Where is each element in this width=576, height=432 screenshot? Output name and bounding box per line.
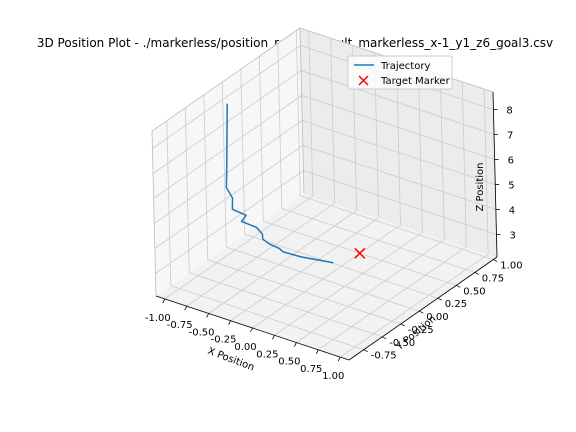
- x-grid-line: [164, 30, 314, 300]
- y-axis-line: [348, 256, 498, 361]
- pane-edge: [299, 27, 305, 194]
- x-grid-line: [318, 81, 467, 351]
- z-tick-label: 8: [506, 106, 512, 117]
- y-tick: [400, 323, 405, 327]
- y-tick: [493, 259, 498, 262]
- pane-edge: [151, 130, 157, 297]
- z-axis-line: [492, 91, 498, 258]
- y-tick: [474, 272, 479, 275]
- x-grid-line: [252, 59, 401, 329]
- x-tick: [315, 349, 319, 354]
- legend: Trajectory Target Marker: [347, 55, 453, 90]
- x-tick-label: -0.75: [167, 320, 193, 331]
- y-grid-line: [240, 69, 438, 299]
- y-tick-label: -0.25: [408, 325, 434, 336]
- y-tick-label: 1.00: [500, 261, 522, 272]
- y-tick-label: 0.75: [482, 273, 504, 284]
- y-tick-label: 0.50: [463, 286, 485, 297]
- y-tick-label: -0.50: [389, 338, 415, 349]
- y-tick-label: 0.25: [445, 299, 467, 310]
- y-tick: [456, 284, 461, 288]
- x-grid-line: [339, 89, 489, 358]
- x-tick: [162, 298, 166, 304]
- x-tick-label: -0.25: [211, 335, 237, 346]
- x-tick-label: -0.50: [189, 328, 215, 339]
- y-tick: [363, 349, 368, 353]
- x-tick: [337, 356, 341, 362]
- x-tick: [228, 320, 231, 325]
- y-tick: [437, 297, 442, 301]
- legend-target-marker-swatch: [358, 75, 369, 86]
- z-tick-label: 5: [508, 181, 514, 192]
- z-tick-label: 4: [509, 206, 515, 217]
- x-tick-label: 0.00: [234, 342, 256, 353]
- pane-edge: [151, 27, 301, 132]
- tick-labels: -1.00-0.75-0.50-0.250.000.250.500.751.00…: [145, 106, 523, 383]
- y-tick-label: -0.75: [371, 351, 397, 362]
- y-grid-line: [221, 82, 420, 312]
- z-tick-label: 7: [507, 131, 513, 142]
- x-grid-line: [296, 74, 445, 343]
- x-tick-label: 0.25: [256, 349, 278, 360]
- x-grid-line: [186, 38, 336, 307]
- y-grid-line: [166, 120, 364, 351]
- x-grid-line: [230, 52, 380, 322]
- target-marker: [354, 247, 366, 259]
- y-grid-line: [203, 94, 401, 325]
- series-layer: [225, 103, 366, 264]
- z-tick-label: 3: [510, 231, 516, 242]
- target-marker-stroke: [354, 247, 366, 259]
- z-axis-label: Z Position: [475, 163, 486, 212]
- y-grid-line: [295, 30, 494, 260]
- trajectory-line: [225, 103, 334, 264]
- y-tick: [419, 310, 424, 314]
- x-grid-line: [208, 45, 358, 314]
- x-tick: [250, 327, 253, 333]
- x-tick: [294, 342, 297, 347]
- z-tick-label: 6: [508, 156, 514, 167]
- tick-marks: [162, 109, 501, 362]
- x-tick: [184, 306, 188, 311]
- y-grid-line: [277, 43, 475, 273]
- x-tick: [206, 313, 209, 318]
- x-tick-label: 0.50: [278, 357, 300, 368]
- y-grid-line: [184, 107, 383, 338]
- x-tick-label: 1.00: [322, 371, 344, 382]
- y-grid-line: [258, 56, 457, 286]
- legend-trajectory-label: Trajectory: [380, 61, 430, 72]
- x-grid-line: [274, 67, 423, 336]
- x-tick-label: -1.00: [145, 313, 171, 324]
- legend-target-marker-label: Target Marker: [380, 76, 451, 87]
- y-tick: [382, 336, 387, 340]
- y-tick-label: 0.00: [426, 312, 448, 323]
- x-tick-label: 0.75: [300, 364, 322, 375]
- x-tick: [272, 335, 275, 340]
